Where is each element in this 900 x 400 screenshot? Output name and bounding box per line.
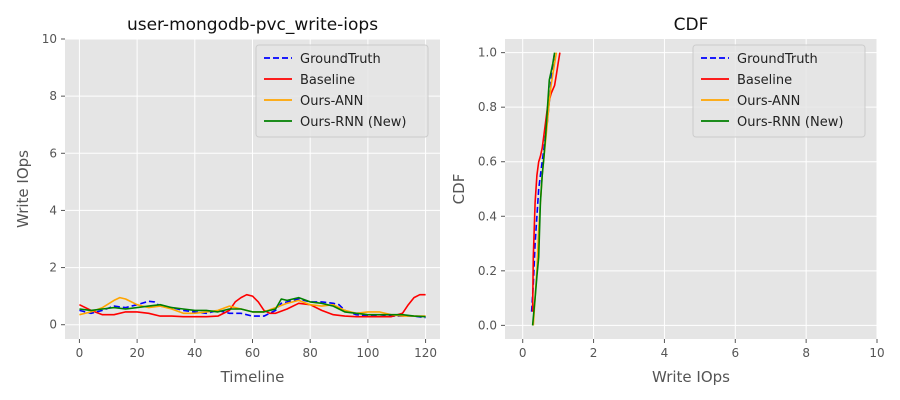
legend-label: Ours-RNN (New) xyxy=(737,115,843,130)
y-tick-label: 0.8 xyxy=(478,100,497,114)
legend: GroundTruth Baseline Ours-ANN Ours-RNN (New… xyxy=(692,44,866,138)
x-axis-label: Timeline xyxy=(220,368,285,386)
x-axis-label: Write IOps xyxy=(652,368,730,386)
y-tick-label: 0.6 xyxy=(478,155,497,169)
y-axis-label: CDF xyxy=(450,174,468,205)
legend-label: Ours-ANN xyxy=(300,94,363,109)
x-tick-label: 120 xyxy=(414,346,437,360)
series-line-groundtruth xyxy=(79,298,426,319)
chart-2: 0 2 4 6 8 10 0.0 0.2 0.4 0.6 0.8 1.0 CDF Write IOps CD… xyxy=(450,15,885,386)
x-tick-label: 60 xyxy=(245,346,260,360)
y-axis-label: Write IOps xyxy=(14,150,32,228)
y-tick-label: 1.0 xyxy=(478,46,497,60)
legend-box xyxy=(255,44,429,138)
x-tick-label: 100 xyxy=(356,346,379,360)
legend-label: Baseline xyxy=(300,73,355,88)
chart-title: user-mongodb-pvc_write-iops xyxy=(127,15,378,35)
series-line-ours-rnn-new xyxy=(531,52,556,326)
y-tick-label: 0 xyxy=(49,318,57,332)
legend-label: GroundTruth xyxy=(300,52,381,67)
legend-label: Ours-RNN (New) xyxy=(300,115,406,130)
x-tick-label: 8 xyxy=(802,346,810,360)
legend: GroundTruth Baseline Ours-ANN Ours-RNN (New… xyxy=(255,44,429,138)
chart-title: CDF xyxy=(674,15,709,35)
legend-box xyxy=(692,44,866,138)
legend-label: Ours-ANN xyxy=(737,94,800,109)
y-tick-label: 6 xyxy=(49,146,57,160)
x-tick-label: 10 xyxy=(869,346,884,360)
y-tick-label: 2 xyxy=(49,261,57,275)
y-tick-label: 0.4 xyxy=(478,209,497,223)
x-tick-label: 80 xyxy=(303,346,318,360)
series-line-ours-rnn-new xyxy=(79,296,426,318)
x-tick-label: 2 xyxy=(590,346,598,360)
y-tick-label: 8 xyxy=(49,89,57,103)
y-tick-label: 4 xyxy=(49,203,57,217)
legend-label: GroundTruth xyxy=(737,52,818,67)
x-tick-label: 40 xyxy=(187,346,202,360)
x-tick-label: 0 xyxy=(519,346,527,360)
y-tick-label: 0.2 xyxy=(478,264,497,278)
series-line-baseline xyxy=(531,52,561,312)
chart-1: 0 20 40 60 80 100 120 0 2 4 6 8 10 user-mongodb-pvc_w… xyxy=(14,15,440,386)
x-tick-label: 0 xyxy=(76,346,84,360)
x-tick-label: 20 xyxy=(129,346,144,360)
legend-label: Baseline xyxy=(737,73,792,88)
x-tick-label: 6 xyxy=(731,346,739,360)
y-tick-label: 0.0 xyxy=(478,318,497,332)
series-line-baseline xyxy=(79,293,426,318)
x-tick-label: 4 xyxy=(661,346,669,360)
y-tick-label: 10 xyxy=(42,32,57,46)
